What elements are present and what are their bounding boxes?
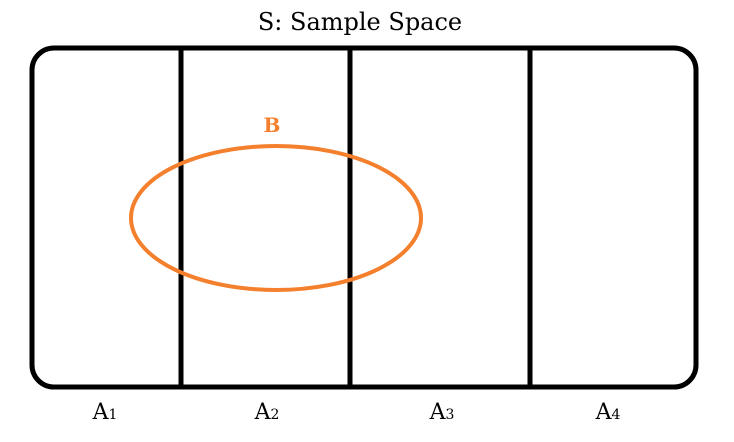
event-b-ellipse: [129, 144, 423, 292]
partition-label-a2: A2: [254, 400, 280, 425]
partition-label-a4: A4: [595, 400, 621, 425]
partition-subscript-4: 4: [611, 407, 620, 423]
diagram-title: S: Sample Space: [258, 8, 462, 36]
sample-space-rectangle: [29, 45, 699, 390]
partition-subscript-1: 1: [108, 407, 117, 423]
partition-label-a3: A3: [429, 400, 455, 425]
partition-subscript-3: 3: [445, 407, 454, 423]
partition-label-a1: A1: [92, 400, 118, 425]
event-b-label: B: [264, 113, 281, 137]
partition-subscript-2: 2: [270, 407, 279, 423]
